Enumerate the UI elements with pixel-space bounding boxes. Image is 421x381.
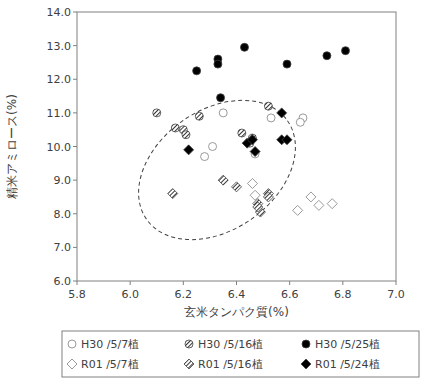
- point: [306, 192, 316, 202]
- point: [219, 109, 227, 117]
- y-tick-label: 11.0: [47, 107, 72, 120]
- legend-label: H30 /5/7植: [81, 338, 139, 351]
- x-tick-label: 6.4: [228, 288, 246, 301]
- x-tick-label: 6.8: [334, 288, 352, 301]
- point: [153, 109, 161, 117]
- point: [171, 124, 179, 132]
- x-tick: [396, 281, 397, 285]
- legend-marker: [185, 340, 193, 348]
- point: [218, 175, 228, 185]
- point: [264, 102, 272, 110]
- y-tick-label: 13.0: [47, 40, 72, 53]
- legend-marker: [68, 340, 76, 348]
- point: [247, 135, 257, 145]
- y-tick-label: 9.0: [54, 174, 72, 187]
- x-tick-label: 6.6: [281, 288, 299, 301]
- group-ellipse: [112, 72, 322, 269]
- y-tick: [73, 112, 77, 113]
- point: [214, 60, 222, 68]
- y-tick-label: 7.0: [54, 241, 72, 254]
- x-axis-label: 玄米タンパク質(%): [184, 305, 289, 319]
- point: [217, 94, 225, 102]
- y-tick: [73, 213, 77, 214]
- y-tick-label: 6.0: [54, 275, 72, 288]
- y-tick: [73, 247, 77, 248]
- legend-label: H30 /5/25植: [315, 338, 380, 351]
- legend-label: R01 /5/7植: [81, 358, 139, 371]
- point: [232, 182, 242, 192]
- y-tick-label: 8.0: [54, 208, 72, 221]
- y-tick: [73, 146, 77, 147]
- y-tick: [73, 180, 77, 181]
- point: [195, 112, 203, 120]
- point: [238, 129, 246, 137]
- point: [293, 205, 303, 215]
- x-tick-label: 5.8: [68, 288, 86, 301]
- legend-marker: [301, 359, 311, 369]
- point: [253, 202, 263, 212]
- x-tick: [342, 281, 343, 285]
- point: [341, 47, 349, 55]
- legend-box: [62, 331, 419, 377]
- point: [282, 135, 292, 145]
- point: [267, 114, 275, 122]
- point: [182, 131, 190, 139]
- x-tick: [289, 281, 290, 285]
- point: [323, 52, 331, 60]
- y-tick: [73, 45, 77, 46]
- point: [240, 43, 248, 51]
- legend-label: H30 /5/16植: [198, 338, 263, 351]
- points: [153, 43, 350, 217]
- legend-label: R01 /5/24植: [315, 358, 380, 371]
- plot-frame: [77, 12, 396, 281]
- point: [209, 143, 217, 151]
- x-tick-label: 6.0: [121, 288, 139, 301]
- point: [201, 153, 209, 161]
- chart: 5.86.06.26.46.66.87.06.07.08.09.010.011.…: [0, 0, 421, 381]
- y-tick-label: 12.0: [47, 73, 72, 86]
- legend-marker: [184, 359, 194, 369]
- x-tick: [130, 281, 131, 285]
- x-tick-label: 6.2: [175, 288, 193, 301]
- y-tick: [73, 281, 77, 282]
- point: [250, 147, 260, 157]
- x-tick: [236, 281, 237, 285]
- point: [327, 199, 337, 209]
- point: [277, 108, 287, 118]
- point: [193, 67, 201, 75]
- legend-marker: [302, 340, 310, 348]
- y-tick: [73, 12, 77, 13]
- point: [296, 118, 304, 126]
- legend: H30 /5/7植 H30 /5/16植 H30 /5/25植 R01 /5/7植 R0…: [62, 331, 419, 377]
- x-tick: [183, 281, 184, 285]
- x-tick: [77, 281, 78, 285]
- point: [168, 189, 178, 199]
- y-tick-label: 14.0: [47, 6, 72, 19]
- point: [263, 192, 273, 202]
- point: [283, 60, 291, 68]
- y-tick-label: 10.0: [47, 141, 72, 154]
- x-tick-label: 7.0: [387, 288, 405, 301]
- legend-marker: [67, 359, 77, 369]
- y-axis-label: 精米アミロース(%): [5, 94, 19, 199]
- y-tick: [73, 79, 77, 80]
- legend-label: R01 /5/16植: [198, 358, 263, 371]
- point: [314, 200, 324, 210]
- point: [250, 190, 260, 200]
- point: [247, 178, 257, 188]
- point: [184, 145, 194, 155]
